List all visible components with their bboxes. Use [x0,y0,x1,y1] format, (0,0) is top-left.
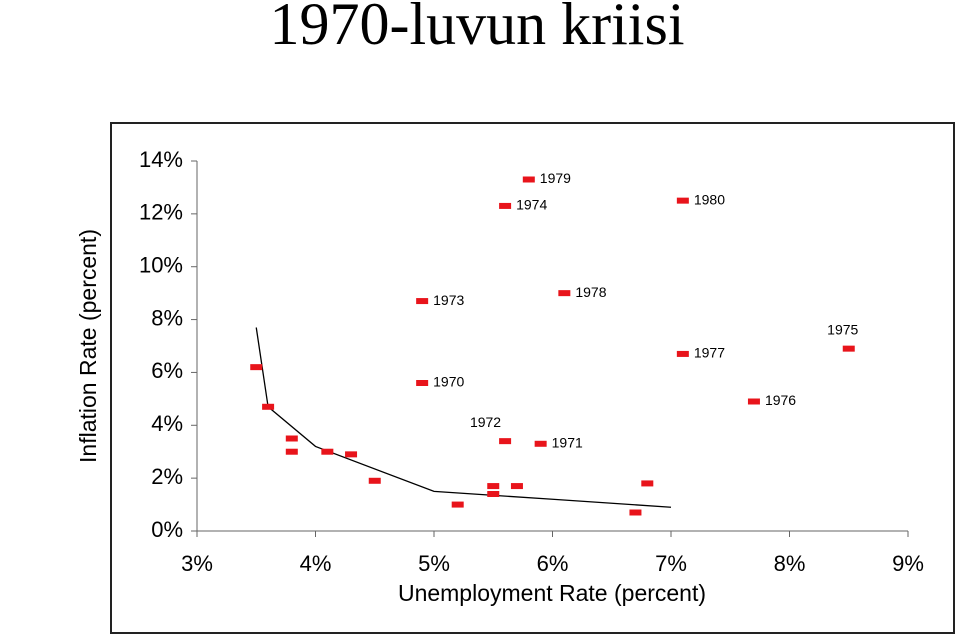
point-label: 1971 [552,434,583,450]
point [629,509,642,516]
point [487,491,500,497]
y-tick-label: 0% [151,517,183,542]
point-label: 1976 [765,392,796,408]
y-tick-label: 6% [151,358,183,383]
point-label: 1977 [694,345,725,361]
point [522,176,535,183]
point [368,477,381,484]
point-label: 1973 [433,292,464,308]
y-tick-label: 8% [151,305,183,330]
point [285,435,298,442]
point-label: 1974 [516,197,547,213]
x-tick-label: 7% [655,551,687,576]
point-label: 1975 [827,321,858,337]
point [641,480,654,487]
x-tick-label: 4% [300,551,332,576]
point [534,440,547,447]
point [345,451,358,458]
fit-curve [255,327,672,508]
point [499,438,512,445]
x-axis-title: Unemployment Rate (percent) [398,580,706,606]
point-label: 1979 [540,170,571,186]
x-tick-label: 3% [181,551,213,576]
slide-title: 1970-luvun kriisi [270,0,685,57]
point [285,448,298,455]
point [262,403,275,410]
y-tick-label: 2% [151,464,183,489]
x-tick-label: 5% [418,551,450,576]
point-label: 1978 [575,284,606,300]
point [558,290,571,297]
point [676,350,689,357]
point-label: 1980 [694,191,725,207]
x-tick-label: 8% [774,551,806,576]
point-label: 1970 [433,374,464,390]
y-tick-label: 10% [139,253,183,278]
y-tick-label: 4% [151,411,183,436]
point [499,202,512,209]
chart-frame [110,122,955,634]
point [416,380,429,386]
point [250,364,263,371]
y-axis-title: Inflation Rate (percent) [75,229,101,463]
point [416,298,429,305]
y-tick-label: 14% [139,147,183,172]
x-tick-label: 6% [537,551,569,576]
point [451,501,464,508]
point [676,197,689,204]
point [842,345,855,352]
point-label: 1972 [470,414,501,430]
point [487,483,500,490]
point [510,483,523,490]
point [321,448,334,455]
x-tick-label: 9% [892,551,924,576]
point [747,398,760,405]
y-tick-label: 12% [139,200,183,225]
